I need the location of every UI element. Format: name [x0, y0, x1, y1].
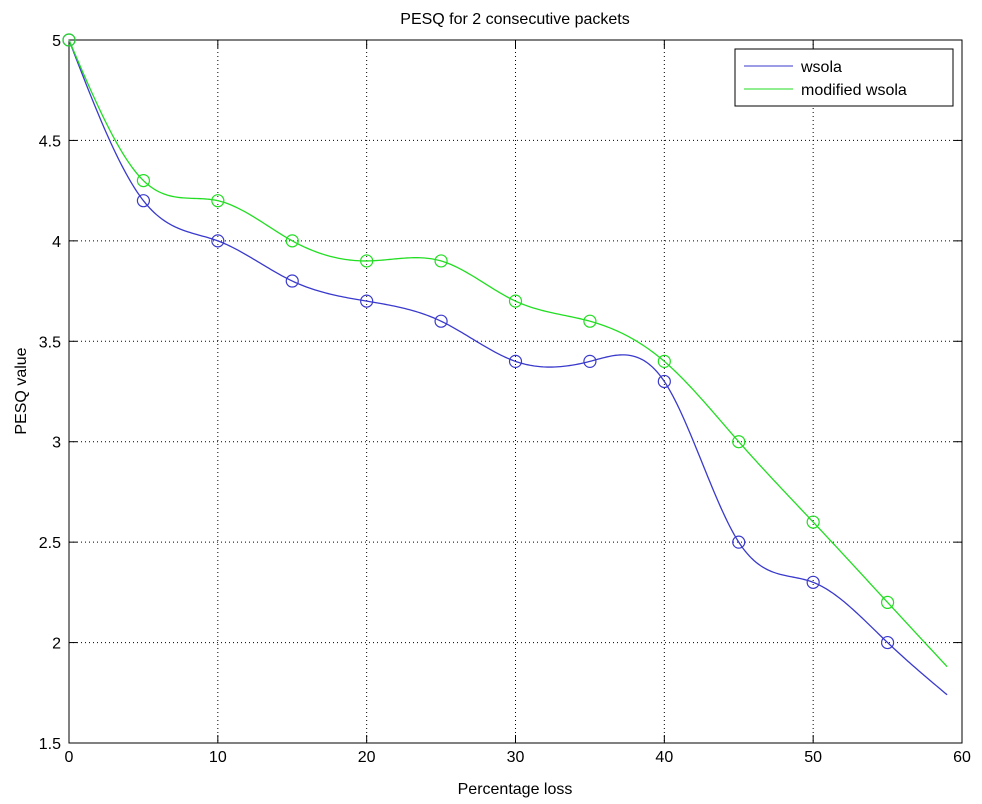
y-tick-label: 4	[52, 234, 61, 251]
x-tick-label: 20	[358, 749, 376, 766]
x-tick-label: 40	[655, 749, 673, 766]
y-tick-label: 2	[52, 636, 61, 653]
data-point-modified-wsola	[434, 254, 448, 268]
x-tick-label: 60	[953, 749, 971, 766]
legend-box	[734, 48, 954, 107]
data-point-wsola	[732, 535, 746, 549]
x-tick-label: 50	[804, 749, 822, 766]
data-point-wsola	[211, 234, 225, 248]
series-layer	[62, 33, 948, 696]
y-tick-label: 2.5	[39, 535, 61, 552]
y-tick-label: 4.5	[39, 133, 61, 150]
x-tick-label: 30	[507, 749, 525, 766]
data-point-modified-wsola	[880, 595, 895, 610]
legend-label-wsola: wsola	[800, 59, 842, 76]
y-tick-label: 5	[52, 33, 61, 50]
legend-label-modified-wsola: modified wsola	[801, 82, 907, 99]
data-point-modified-wsola	[806, 515, 820, 529]
data-point-wsola	[508, 354, 523, 368]
series-line-modified-wsola	[68, 39, 948, 668]
data-point-modified-wsola	[508, 294, 523, 308]
data-point-wsola	[583, 354, 597, 368]
tick-layer: 0 10 20 30 40 50 60 1.5 2 2.5 3 3.5 4 4.5 5	[39, 33, 971, 766]
data-point-wsola	[657, 374, 671, 389]
x-axis-title: Percentage loss	[458, 781, 573, 798]
legend: wsola modified wsola	[734, 48, 954, 107]
data-point-modified-wsola	[211, 194, 225, 208]
series-line-wsola	[68, 39, 948, 696]
data-point-modified-wsola	[62, 33, 76, 47]
plot-area-frame	[68, 39, 963, 744]
data-point-wsola	[136, 194, 151, 208]
data-point-modified-wsola	[583, 314, 597, 328]
data-point-wsola	[434, 314, 448, 328]
y-tick-label: 3.5	[39, 334, 61, 351]
data-point-wsola	[360, 294, 374, 308]
data-point-modified-wsola	[360, 254, 374, 268]
y-tick-label: 3	[52, 435, 61, 452]
data-point-modified-wsola	[285, 234, 299, 248]
data-point-modified-wsola	[657, 354, 671, 368]
data-point-wsola	[880, 635, 895, 650]
y-axis-title: PESQ value	[13, 347, 30, 434]
y-tick-label: 1.5	[39, 736, 61, 753]
grid-layer	[69, 40, 962, 743]
data-point-modified-wsola	[732, 435, 746, 449]
chart-title: PESQ for 2 consecutive packets	[400, 11, 629, 28]
data-point-modified-wsola	[136, 174, 151, 188]
x-tick-label: 10	[209, 749, 227, 766]
x-tick-label: 0	[65, 749, 74, 766]
data-point-wsola	[806, 575, 820, 589]
data-point-wsola	[285, 274, 299, 288]
